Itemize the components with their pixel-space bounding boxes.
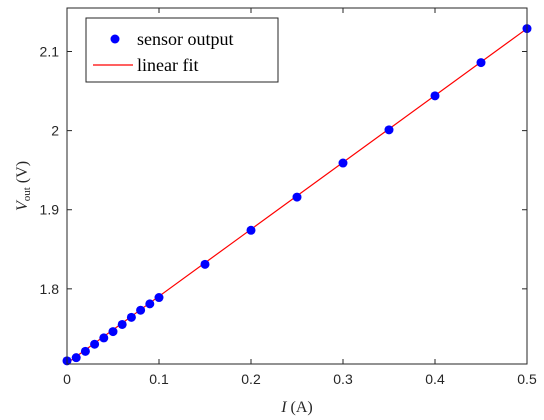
y-axis-label-symbol: V — [14, 199, 31, 211]
x-tick-label: 0.2 — [241, 371, 261, 387]
data-point — [476, 58, 486, 68]
x-axis-label-symbol: I — [280, 399, 287, 416]
data-point — [292, 192, 302, 202]
legend-label-linear-fit: linear fit — [137, 55, 198, 75]
x-axis-label: I (A) — [280, 399, 313, 416]
y-axis-label-subscript: out — [21, 187, 33, 201]
x-axis-label-unit: (A) — [287, 399, 313, 416]
data-point — [99, 333, 109, 343]
legend-marker-sensor-output — [110, 34, 120, 44]
data-point — [154, 293, 164, 303]
x-tick-label: 0.5 — [517, 371, 537, 387]
data-point — [384, 125, 394, 135]
data-point — [90, 339, 100, 349]
data-point — [338, 158, 348, 168]
data-point — [430, 91, 440, 101]
x-tick-label: 0.3 — [333, 371, 353, 387]
legend-box — [85, 17, 279, 83]
data-point — [136, 305, 146, 315]
x-tick-label: 0 — [63, 371, 71, 387]
x-tick-label: 0.1 — [149, 371, 169, 387]
data-point — [117, 319, 127, 329]
y-tick-label: 2.1 — [40, 44, 60, 60]
legend-label-sensor-output: sensor output — [137, 29, 234, 49]
axes-box — [66, 7, 528, 365]
y-tick-label: 2 — [51, 123, 59, 139]
data-point — [200, 259, 210, 269]
data-point — [80, 346, 90, 356]
ticks-layer: 0 0.1 0.2 0.3 0.4 0.5 1.8 1.9 2 2.1 — [40, 8, 537, 387]
legend: sensor output linear fit — [85, 17, 279, 83]
y-tick-label: 1.8 — [40, 281, 60, 297]
data-point — [108, 327, 118, 337]
y-axis-label: Vout (V) — [14, 161, 33, 211]
data-point — [145, 299, 155, 309]
data-point — [126, 312, 136, 322]
x-tick-label: 0.4 — [425, 371, 445, 387]
y-tick-label: 1.9 — [40, 202, 60, 218]
data-point — [246, 225, 256, 235]
data-point — [71, 353, 81, 363]
series-layer — [62, 24, 532, 366]
y-axis-label-unit: (V) — [14, 161, 31, 187]
